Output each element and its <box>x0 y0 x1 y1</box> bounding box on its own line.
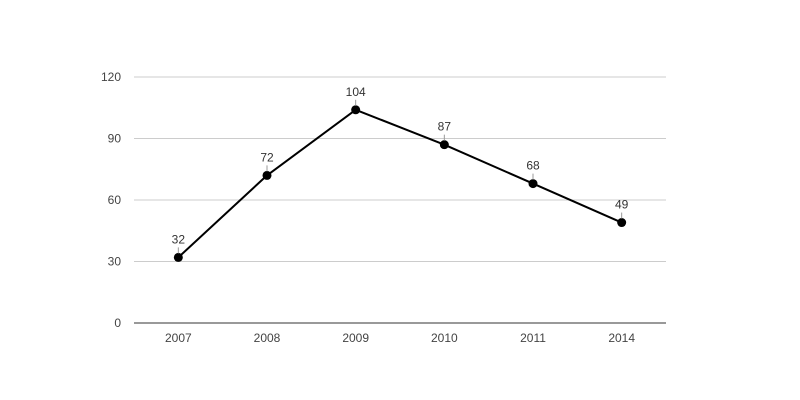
x-tick-label: 2008 <box>254 331 281 345</box>
data-point <box>439 140 449 150</box>
y-tick-label: 60 <box>108 193 122 207</box>
series-layer <box>173 105 627 262</box>
y-tick-label: 120 <box>101 70 121 84</box>
data-point <box>173 252 183 262</box>
series-line <box>177 108 623 259</box>
x-tick-label: 2007 <box>165 331 192 345</box>
y-tick-label: 30 <box>108 255 122 269</box>
data-label: 72 <box>260 150 274 164</box>
data-point <box>528 179 538 189</box>
data-label: 49 <box>615 198 629 212</box>
x-tick-label: 2014 <box>608 331 635 345</box>
data-label: 87 <box>438 120 452 134</box>
data-point <box>351 105 361 115</box>
data-label: 32 <box>172 232 186 246</box>
data-point <box>262 170 272 180</box>
y-tick-label: 0 <box>114 316 121 330</box>
y-axis-tick-labels: 0 30 60 90 120 <box>101 70 121 330</box>
y-tick-label: 90 <box>108 132 122 146</box>
gridlines <box>134 76 666 262</box>
data-label: 68 <box>526 159 540 173</box>
data-label: 104 <box>346 85 366 99</box>
x-tick-label: 2009 <box>342 331 369 345</box>
x-axis-tick-labels: 2007 2008 2009 2010 2011 2014 <box>165 331 635 345</box>
data-point <box>617 218 627 228</box>
data-labels: 32 72 104 87 68 49 <box>172 85 629 254</box>
x-tick-label: 2010 <box>431 331 458 345</box>
x-tick-label: 2011 <box>520 331 546 345</box>
